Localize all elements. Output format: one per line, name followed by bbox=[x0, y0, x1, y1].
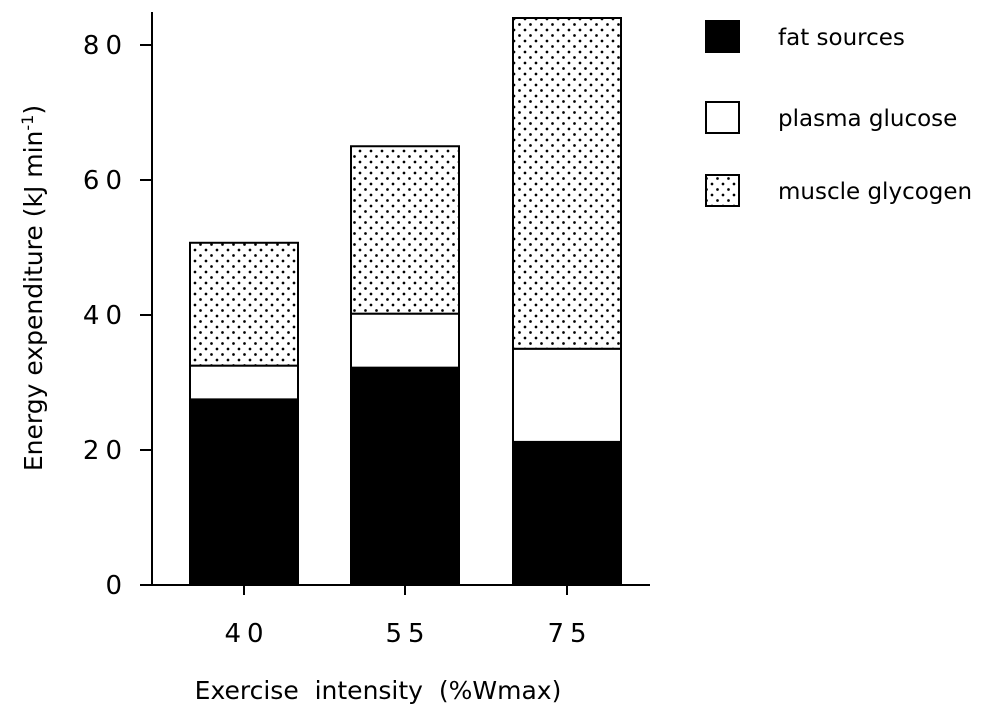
bar-segment-plasma-glucose-75 bbox=[512, 347, 622, 443]
legend-swatch-fat-sources bbox=[705, 20, 740, 53]
x-tick-label-40: 40 bbox=[224, 619, 269, 649]
y-tick-label-80: 80 bbox=[83, 31, 128, 61]
legend-swatch-plasma-glucose bbox=[705, 101, 740, 134]
bar-segment-fat-sources-40 bbox=[189, 398, 299, 586]
ticks-group: 0 20 40 60 80 40 55 75 bbox=[83, 31, 592, 649]
legend-swatch-muscle-glycogen bbox=[705, 174, 740, 207]
y-axis-title-main: Energy expenditure (kJ min bbox=[19, 131, 48, 472]
y-tick-label-40: 40 bbox=[83, 301, 128, 331]
bar-segment-muscle-glycogen-75 bbox=[512, 17, 622, 350]
legend-label-fat-sources: fat sources bbox=[778, 25, 905, 51]
legend-label-muscle-glycogen: muscle glycogen bbox=[778, 179, 972, 205]
bar-segment-fat-sources-55 bbox=[350, 366, 460, 586]
bar-segment-muscle-glycogen-55 bbox=[350, 145, 460, 315]
bar-segment-plasma-glucose-40 bbox=[189, 364, 299, 401]
y-axis-title: Energy expenditure (kJ min-1) bbox=[18, 105, 49, 471]
bar-segment-plasma-glucose-55 bbox=[350, 312, 460, 369]
y-axis-title-sup: -1 bbox=[18, 115, 37, 131]
x-tick-label-75: 75 bbox=[547, 619, 592, 649]
x-tick-label-55: 55 bbox=[385, 619, 430, 649]
x-axis-title: Exercise intensity (%Wmax) bbox=[195, 676, 562, 705]
bars-group bbox=[189, 17, 622, 586]
legend: fat sources plasma glucose muscle glycogen bbox=[705, 20, 972, 207]
y-tick-label-60: 60 bbox=[83, 166, 128, 196]
y-tick-label-0: 0 bbox=[105, 571, 128, 601]
bar-segment-muscle-glycogen-40 bbox=[189, 241, 299, 367]
bar-segment-fat-sources-75 bbox=[512, 440, 622, 586]
legend-label-plasma-glucose: plasma glucose bbox=[778, 106, 957, 132]
y-axis-title-close: ) bbox=[19, 105, 48, 115]
y-tick-label-20: 20 bbox=[83, 436, 128, 466]
